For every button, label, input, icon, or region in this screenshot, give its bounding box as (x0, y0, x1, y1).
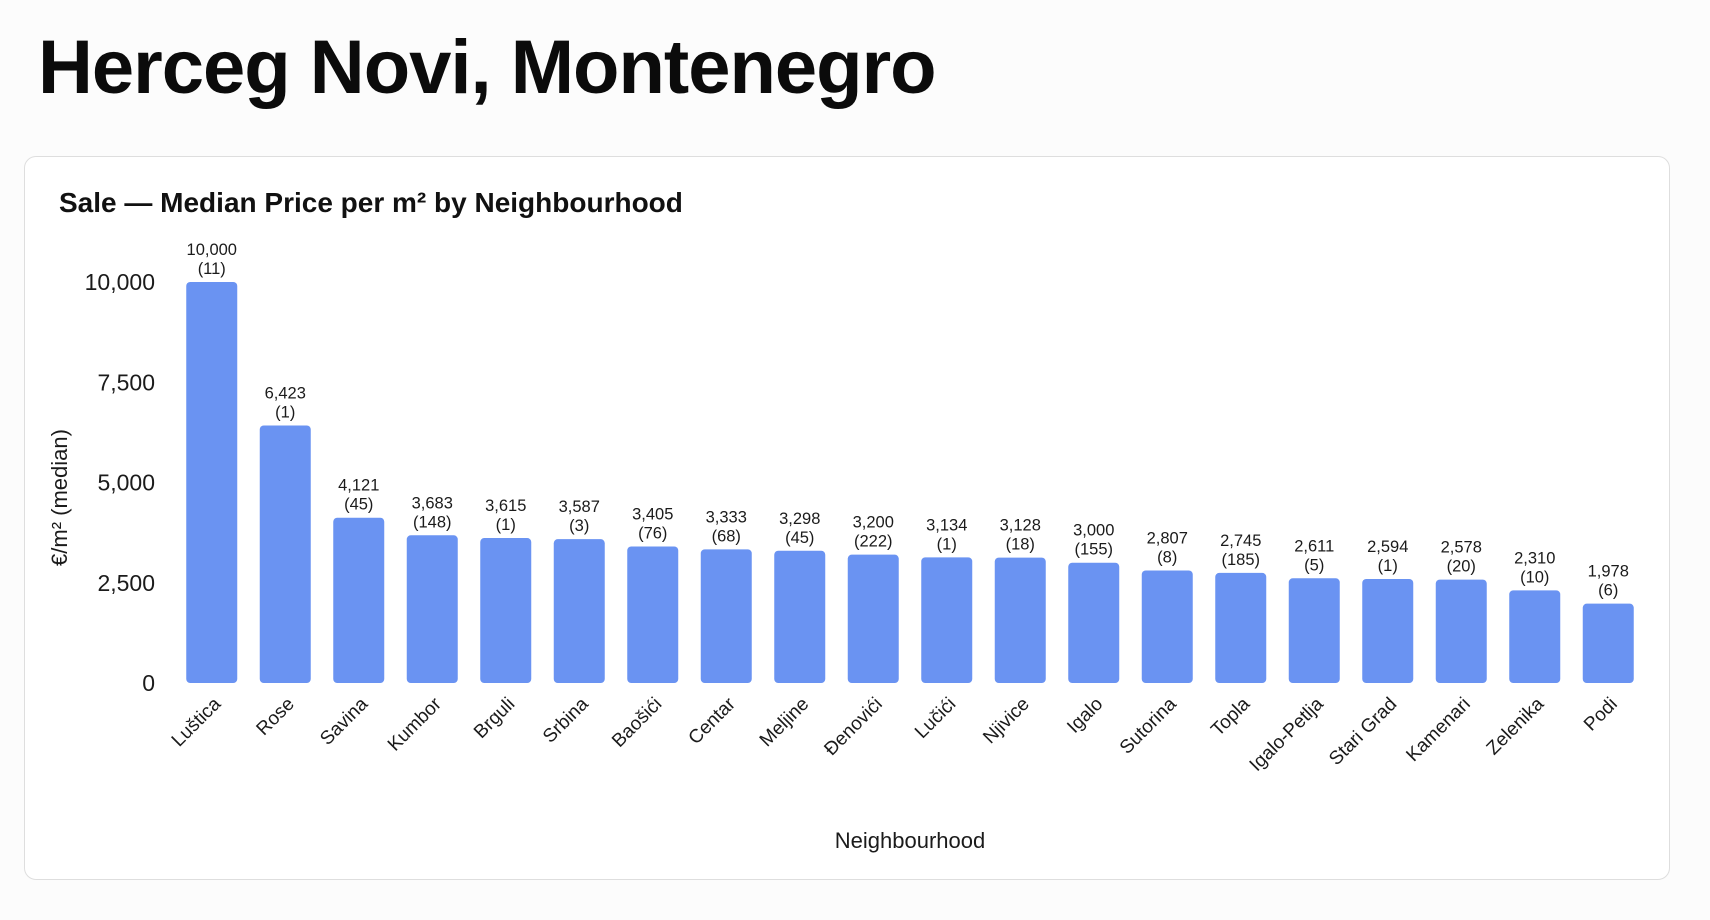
bar-count-label: (6) (1598, 582, 1618, 600)
bar-value-label: 2,594 (1367, 538, 1408, 556)
bar-value-label: 4,121 (338, 477, 379, 495)
bar (1435, 579, 1487, 683)
bar-value-label: 2,578 (1441, 539, 1482, 557)
bar (627, 546, 679, 683)
bar-count-label: (76) (638, 524, 667, 542)
bar-value-label: 3,615 (485, 497, 526, 515)
x-tick-label: Srbina (539, 693, 593, 747)
x-tick-label: Lučići (911, 694, 960, 743)
x-tick-label: Đenovići (820, 694, 886, 760)
x-tick-label: Igalo (1063, 694, 1107, 738)
x-tick-label: Kamenari (1402, 694, 1474, 766)
x-tick-label: Stari Grad (1325, 694, 1401, 770)
chart-card: Sale — Median Price per m² by Neighbourh… (24, 156, 1670, 880)
x-tick-label: Igalo-Petlja (1246, 693, 1328, 775)
bar-count-label: (20) (1447, 558, 1476, 576)
x-tick-label: Njivice (979, 694, 1033, 748)
x-tick-label: Luštica (168, 693, 226, 751)
bar-value-label: 3,683 (412, 494, 453, 512)
bar-value-label: 2,807 (1147, 529, 1188, 547)
x-tick-label: Baošići (608, 694, 666, 752)
x-tick-label: Kumbor (384, 693, 446, 755)
x-tick-label: Topla (1207, 693, 1254, 740)
y-tick-label: 10,000 (85, 269, 155, 295)
chart-title: Sale — Median Price per m² by Neighbourh… (59, 187, 683, 218)
bar (700, 549, 752, 683)
bar (1068, 562, 1120, 683)
bar (1362, 578, 1414, 683)
x-axis: Luštica Rose Savina Kumbor Brguli Srbina Baoši… (168, 693, 1622, 776)
bar-count-label: (1) (275, 403, 295, 421)
bar (994, 557, 1046, 683)
bar (1582, 603, 1634, 683)
bar (333, 517, 385, 683)
bars (186, 282, 1634, 683)
x-tick-label: Zelenika (1483, 693, 1549, 759)
bar (1288, 578, 1340, 683)
bar-count-label: (1) (496, 516, 516, 534)
bar (1215, 572, 1267, 683)
y-tick-label: 7,500 (97, 369, 155, 395)
x-tick-label: Rose (253, 694, 299, 740)
bar (186, 282, 238, 683)
bar-count-label: (68) (712, 527, 741, 545)
bar (406, 535, 458, 683)
bar-value-label: 3,587 (559, 498, 600, 516)
bar-count-label: (222) (854, 533, 893, 551)
bar-count-label: (11) (198, 260, 226, 278)
bar-count-label: (5) (1304, 556, 1324, 574)
bar-count-label: (45) (785, 529, 814, 547)
bar-count-label: (10) (1520, 568, 1549, 586)
bar-value-label: 2,745 (1220, 532, 1261, 550)
bar-count-label: (1) (1378, 557, 1398, 575)
y-tick-label: 2,500 (97, 570, 155, 596)
bar-count-label: (148) (413, 513, 452, 531)
bar-value-label: 2,611 (1294, 537, 1334, 555)
x-tick-label: Savina (316, 693, 372, 749)
bar (921, 557, 973, 683)
y-tick-label: 0 (142, 670, 155, 696)
bar (847, 554, 899, 683)
bar-count-label: (45) (344, 496, 373, 514)
bar-count-label: (3) (569, 517, 589, 535)
bar-value-label: 3,405 (632, 505, 673, 523)
bar-value-label: 2,310 (1514, 549, 1555, 567)
bar-labels: 10,000(11)6,423(1)4,121(45) 3,683(148)3,6… (187, 241, 1629, 600)
x-tick-label: Sutorina (1116, 693, 1181, 758)
y-axis: 0 2,500 5,000 7,500 10,000 (85, 269, 155, 696)
bar-count-label: (1) (937, 535, 957, 553)
bar-value-label: 3,134 (926, 516, 967, 534)
bar-count-label: (18) (1006, 536, 1035, 554)
bar (774, 550, 826, 683)
bar-value-label: 10,000 (187, 241, 237, 259)
bar-value-label: 6,423 (265, 384, 306, 402)
x-tick-label: Centar (685, 693, 741, 749)
bar-value-label: 3,298 (779, 510, 820, 528)
bar-value-label: 3,333 (706, 508, 747, 526)
x-axis-title: Neighbourhood (835, 828, 985, 853)
bar-count-label: (8) (1157, 548, 1177, 566)
bar-value-label: 1,978 (1588, 563, 1629, 581)
bar (1509, 590, 1561, 683)
x-tick-label: Brguli (470, 694, 519, 743)
bar-count-label: (185) (1221, 551, 1260, 569)
bar-value-label: 3,128 (1000, 517, 1041, 535)
y-tick-label: 5,000 (97, 470, 155, 496)
bar (553, 539, 605, 683)
bar-count-label: (155) (1074, 541, 1113, 559)
bar (259, 425, 311, 683)
x-tick-label: Meljine (756, 694, 813, 751)
bar-value-label: 3,200 (853, 514, 894, 532)
page-title: Herceg Novi, Montenegro (38, 25, 937, 110)
x-tick-label: Podi (1580, 694, 1622, 736)
bar (1141, 570, 1193, 683)
y-axis-title: €/m² (median) (47, 429, 72, 566)
bar-value-label: 3,000 (1073, 522, 1114, 540)
bar (480, 538, 532, 683)
